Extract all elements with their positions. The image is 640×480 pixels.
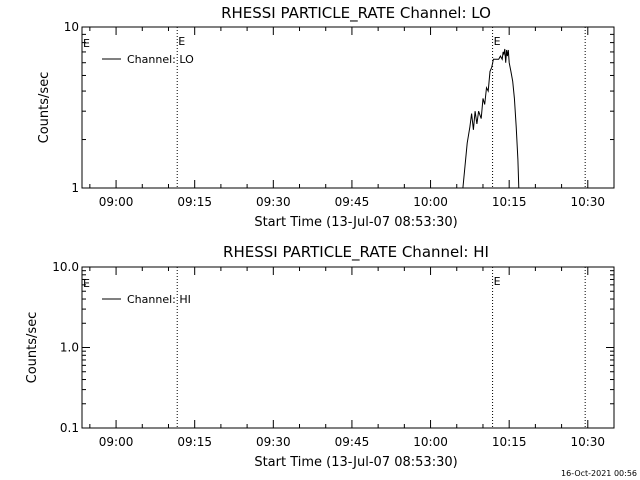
y-tick-label: 0.1 xyxy=(60,421,79,435)
plot-frame xyxy=(81,26,615,189)
chart-panel-2: RHESSI PARTICLE_RATE Channel: HI 09:00 09:… xyxy=(25,243,615,470)
x-tick-label: 09:45 xyxy=(335,435,370,449)
chart-title: RHESSI PARTICLE_RATE Channel: HI xyxy=(223,243,489,262)
y-tick-label: 10 xyxy=(64,20,79,34)
x-tick-label: 09:30 xyxy=(256,435,291,449)
x-tick-label: 09:15 xyxy=(177,435,212,449)
event-label: E xyxy=(178,35,185,48)
x-tick-label: 09:15 xyxy=(177,195,212,209)
x-tick-label: 09:00 xyxy=(99,195,134,209)
x-tick-label: 10:15 xyxy=(492,435,527,449)
x-axis-label: Start Time (13-Jul-07 08:53:30) xyxy=(254,215,457,230)
y-tick-label: 10.0 xyxy=(52,260,79,274)
legend-label: Channel: HI xyxy=(127,293,191,306)
chart-panel-1: RHESSI PARTICLE_RATE Channel: LO 09:00 09:… xyxy=(37,4,615,230)
event-label: E xyxy=(494,35,501,48)
chart-title: RHESSI PARTICLE_RATE Channel: LO xyxy=(221,4,491,23)
y-axis-label: Counts/sec xyxy=(25,312,40,384)
event-label: E xyxy=(494,275,501,288)
x-tick-label: 10:00 xyxy=(413,195,448,209)
x-tick-label: 10:30 xyxy=(570,195,605,209)
y-tick-label: 1 xyxy=(71,181,79,195)
x-tick-label: 09:30 xyxy=(256,195,291,209)
event-label: E xyxy=(83,277,90,290)
x-tick-label: 10:00 xyxy=(413,435,448,449)
x-tick-label: 09:45 xyxy=(335,195,370,209)
y-tick-label: 1.0 xyxy=(60,341,79,355)
y-axis-label: Counts/sec xyxy=(37,72,52,144)
footer-timestamp: 16-Oct-2021 00:56 xyxy=(561,469,637,478)
x-tick-label: 10:15 xyxy=(492,195,527,209)
series-line xyxy=(462,48,520,189)
plot-frame xyxy=(81,266,615,429)
x-axis-label: Start Time (13-Jul-07 08:53:30) xyxy=(254,455,457,470)
legend-label: Channel: LO xyxy=(127,53,194,66)
x-tick-label: 09:00 xyxy=(99,435,134,449)
x-tick-label: 10:30 xyxy=(570,435,605,449)
event-label: E xyxy=(83,37,90,50)
